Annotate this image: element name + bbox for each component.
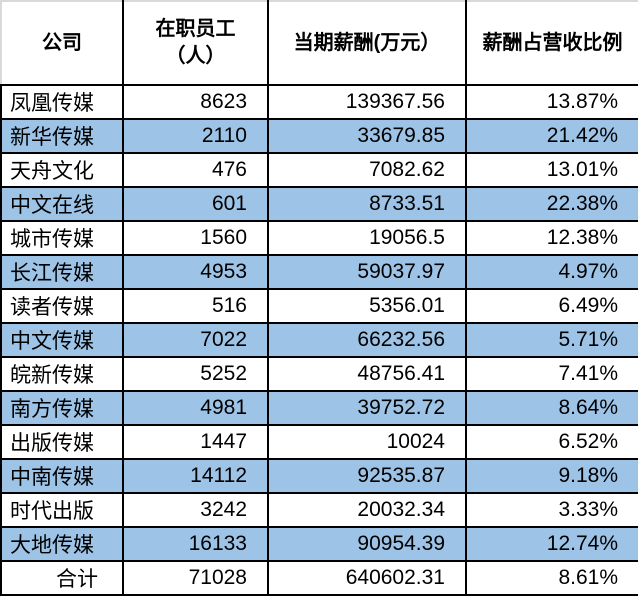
ratio-cell: 6.49% [465, 288, 638, 324]
company-cell: 中文传媒 [0, 322, 124, 358]
salary-cell: 39752.72 [267, 390, 467, 426]
employees-cell: 601 [122, 186, 269, 222]
company-cell: 天舟文化 [0, 152, 124, 188]
salary-cell: 59037.97 [267, 254, 467, 290]
table-row: 中南传媒 14112 92535.87 9.18% [0, 458, 638, 494]
table-row: 南方传媒 4981 39752.72 8.64% [0, 390, 638, 426]
ratio-cell: 5.71% [465, 322, 638, 358]
ratio-cell: 8.64% [465, 390, 638, 426]
employees-cell: 3242 [122, 492, 269, 528]
ratio-cell: 13.01% [465, 152, 638, 188]
employees-cell: 516 [122, 288, 269, 324]
employees-cell: 1560 [122, 220, 269, 256]
employees-header-line2: （人） [165, 45, 226, 67]
company-cell: 南方传媒 [0, 390, 124, 426]
company-cell: 长江传媒 [0, 254, 124, 290]
salary-cell: 33679.85 [267, 118, 467, 154]
table-row: 大地传媒 16133 90954.39 12.74% [0, 526, 638, 562]
employees-header: 在职员工 （人） [122, 0, 269, 86]
ratio-cell: 3.33% [465, 492, 638, 528]
company-cell: 出版传媒 [0, 424, 124, 460]
employees-cell: 7022 [122, 322, 269, 358]
employees-cell: 4981 [122, 390, 269, 426]
employees-cell: 16133 [122, 526, 269, 562]
salary-cell: 48756.41 [267, 356, 467, 392]
salary-cell: 66232.56 [267, 322, 467, 358]
employees-header-line1: 在职员工 [155, 18, 236, 40]
ratio-header: 薪酬占营收比例 [465, 0, 638, 86]
table-row: 城市传媒 1560 19056.5 12.38% [0, 220, 638, 256]
table-row: 读者传媒 516 5356.01 6.49% [0, 288, 638, 324]
ratio-cell: 21.42% [465, 118, 638, 154]
employees-cell: 2110 [122, 118, 269, 154]
company-cell: 中文在线 [0, 186, 124, 222]
table-row: 出版传媒 1447 10024 6.52% [0, 424, 638, 460]
company-cell: 时代出版 [0, 492, 124, 528]
salary-header: 当期薪酬(万元） [267, 0, 467, 86]
ratio-cell: 13.87% [465, 84, 638, 120]
table-row: 中文在线 601 8733.51 22.38% [0, 186, 638, 222]
ratio-cell: 7.41% [465, 356, 638, 392]
ratio-cell: 12.74% [465, 526, 638, 562]
header-row: 公司 在职员工 （人） 当期薪酬(万元） 薪酬占营收比例 [0, 0, 638, 86]
employees-cell: 1447 [122, 424, 269, 460]
ratio-cell: 6.52% [465, 424, 638, 460]
table-row: 凤凰传媒 8623 139367.56 13.87% [0, 84, 638, 120]
salary-cell: 20032.34 [267, 492, 467, 528]
company-cell: 读者传媒 [0, 288, 124, 324]
total-employees-cell: 71028 [122, 560, 269, 596]
table-row: 中文传媒 7022 66232.56 5.71% [0, 322, 638, 358]
ratio-cell: 4.97% [465, 254, 638, 290]
table-row: 长江传媒 4953 59037.97 4.97% [0, 254, 638, 290]
company-cell: 城市传媒 [0, 220, 124, 256]
total-salary-cell: 640602.31 [267, 560, 467, 596]
ratio-cell: 22.38% [465, 186, 638, 222]
company-cell: 大地传媒 [0, 526, 124, 562]
salary-cell: 10024 [267, 424, 467, 460]
table-row: 天舟文化 476 7082.62 13.01% [0, 152, 638, 188]
salary-cell: 90954.39 [267, 526, 467, 562]
ratio-cell: 9.18% [465, 458, 638, 494]
ratio-cell: 12.38% [465, 220, 638, 256]
total-ratio-cell: 8.61% [465, 560, 638, 596]
table-body: 凤凰传媒 8623 139367.56 13.87% 新华传媒 2110 336… [0, 84, 638, 596]
employees-cell: 14112 [122, 458, 269, 494]
company-cell: 凤凰传媒 [0, 84, 124, 120]
employees-cell: 8623 [122, 84, 269, 120]
employees-cell: 5252 [122, 356, 269, 392]
company-cell: 皖新传媒 [0, 356, 124, 392]
company-cell: 新华传媒 [0, 118, 124, 154]
salary-cell: 5356.01 [267, 288, 467, 324]
company-cell: 中南传媒 [0, 458, 124, 494]
salary-cell: 19056.5 [267, 220, 467, 256]
table-header: 公司 在职员工 （人） 当期薪酬(万元） 薪酬占营收比例 [0, 0, 638, 86]
table-row: 时代出版 3242 20032.34 3.33% [0, 492, 638, 528]
table-row: 新华传媒 2110 33679.85 21.42% [0, 118, 638, 154]
total-label-cell: 合计 [0, 560, 124, 596]
salary-cell: 8733.51 [267, 186, 467, 222]
salary-cell: 92535.87 [267, 458, 467, 494]
employees-cell: 4953 [122, 254, 269, 290]
table-row: 皖新传媒 5252 48756.41 7.41% [0, 356, 638, 392]
employees-cell: 476 [122, 152, 269, 188]
company-header: 公司 [0, 0, 124, 86]
salary-cell: 7082.62 [267, 152, 467, 188]
salary-cell: 139367.56 [267, 84, 467, 120]
total-row: 合计 71028 640602.31 8.61% [0, 560, 638, 596]
